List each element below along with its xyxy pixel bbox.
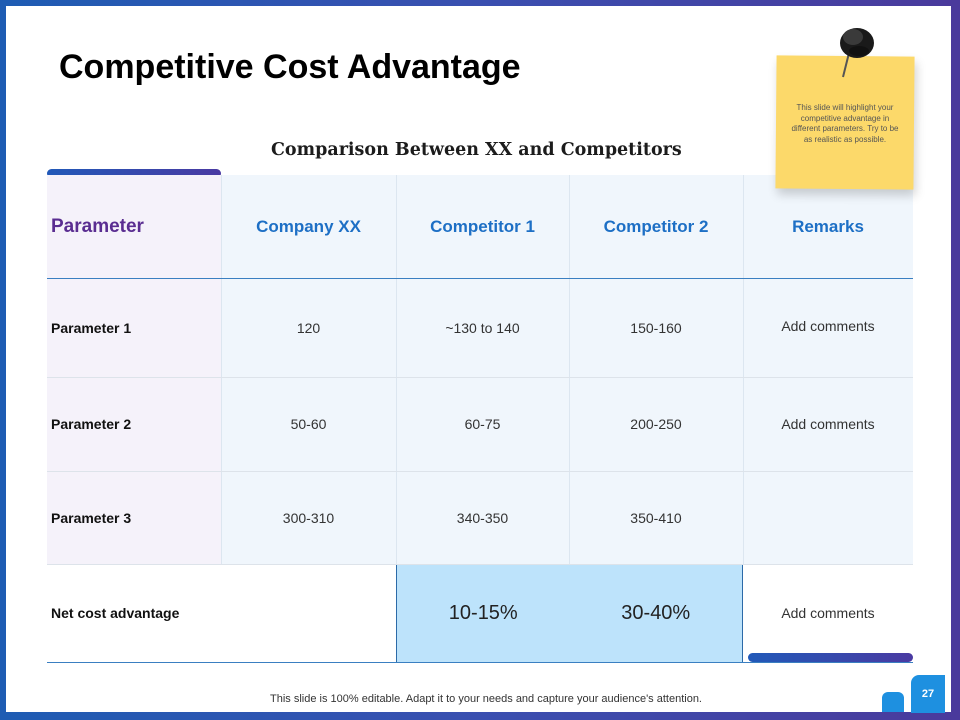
table-bottom-border [47, 662, 913, 663]
comparison-table: Parameter Company XX Competitor 1 Compet… [47, 175, 913, 663]
grid-line [47, 471, 913, 472]
grid-line [396, 175, 397, 564]
grid-line [47, 564, 913, 565]
cell-company-xx: 120 [296, 319, 321, 336]
cell-competitor-1: ~130 to 140 [445, 319, 520, 336]
row-label-net-cost-advantage: Net cost advantage [51, 604, 180, 621]
grid-line [221, 175, 222, 564]
grid-line [743, 175, 744, 564]
sticky-note-text: This slide will highlight your competiti… [791, 103, 899, 144]
net-advantage-competitor-1: 10-15% [448, 602, 518, 624]
cell-company-xx: 50-60 [290, 416, 327, 432]
header-company-xx: Company XX [256, 216, 361, 236]
footer-text: This slide is 100% editable. Adapt it to… [270, 693, 702, 705]
cell-competitor-2: 150-160 [630, 319, 682, 336]
header-parameter: Parameter [51, 215, 144, 237]
header-competitor-1: Competitor 1 [430, 216, 535, 236]
cell-competitor-2: 200-250 [630, 416, 682, 432]
header-competitor-2: Competitor 2 [603, 216, 709, 236]
row-label-parameter-3: Parameter 3 [51, 509, 132, 526]
cell-remarks [743, 471, 913, 564]
header-divider [47, 278, 913, 279]
header-remarks: Remarks [792, 216, 864, 236]
grid-line [569, 175, 570, 564]
row-label-parameter-1: Parameter 1 [51, 319, 132, 336]
cell-company-xx: 300-310 [282, 509, 335, 526]
cell-remarks: Add comments [781, 416, 875, 432]
pushpin-icon [840, 28, 874, 78]
parameter-column-bg [47, 175, 221, 564]
decorative-bar-top [47, 169, 221, 178]
net-cost-advantage-highlight: 10-15% 30-40% [396, 564, 743, 663]
cell-remarks: Add comments [781, 317, 875, 334]
cell-remarks-summary: Add comments [781, 604, 875, 621]
page-title: Competitive Cost Advantage [59, 48, 521, 86]
row-label-parameter-2: Parameter 2 [51, 416, 132, 432]
slide: Competitive Cost Advantage Comparison Be… [6, 6, 951, 712]
table-subtitle: Comparison Between XX and Competitors [271, 140, 682, 160]
page-number: 27 [911, 675, 945, 713]
page-tab-decor [882, 692, 904, 712]
net-advantage-competitor-2: 30-40% [621, 602, 691, 624]
cell-competitor-1: 60-75 [464, 416, 501, 432]
cell-competitor-2: 350-410 [630, 509, 682, 526]
cell-competitor-1: 340-350 [456, 509, 509, 526]
grid-line [47, 377, 913, 378]
data-columns-bg [221, 175, 913, 564]
decorative-bar-bottom [748, 653, 913, 662]
